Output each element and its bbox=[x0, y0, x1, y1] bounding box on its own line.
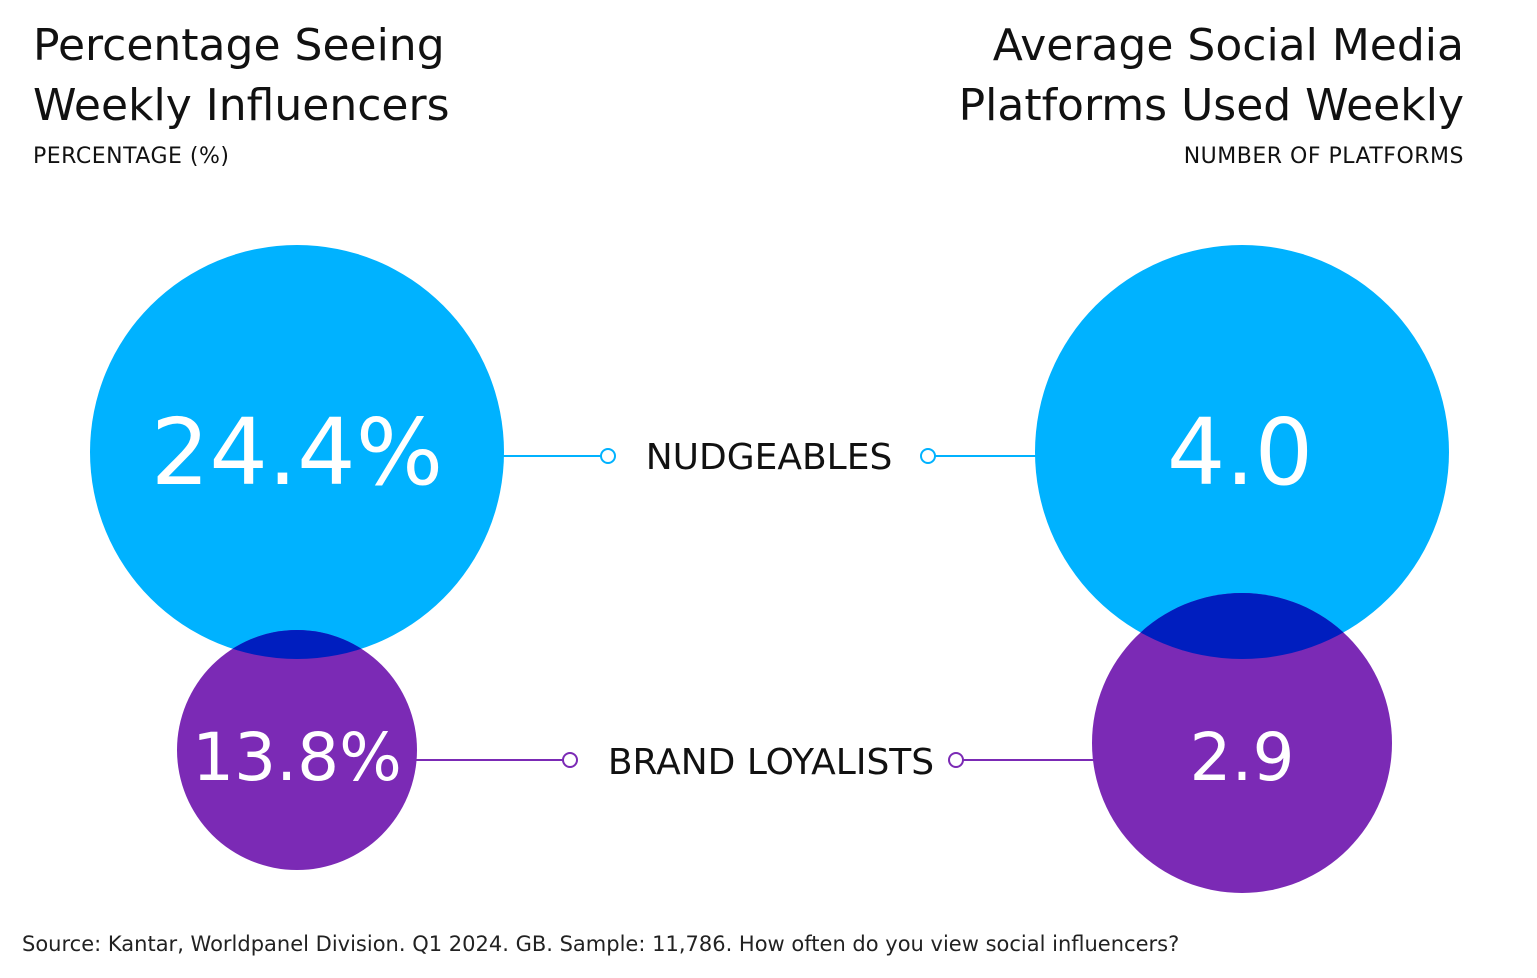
loyalists-platforms-bubble bbox=[1092, 593, 1392, 893]
nudgeables-percentage-bubble bbox=[90, 245, 504, 659]
nudgeables-connector-right-dot bbox=[920, 448, 936, 464]
loyalists-segment-label: BRAND LOYALISTS bbox=[608, 742, 934, 783]
right-title-line-1: Average Social Media bbox=[992, 20, 1464, 71]
nudgeables-connector-left-dot bbox=[600, 448, 616, 464]
right-chart-title: Average Social Media Platforms Used Week… bbox=[959, 16, 1464, 136]
right-chart-subtitle: NUMBER OF PLATFORMS bbox=[1183, 144, 1464, 169]
left-title-line-2: Weekly Influencers bbox=[33, 80, 450, 131]
left-title-line-1: Percentage Seeing bbox=[33, 20, 445, 71]
left-chart-subtitle: PERCENTAGE (%) bbox=[33, 144, 230, 169]
nudgeables-platforms-value: 4.0 bbox=[1167, 399, 1313, 506]
nudgeables-segment-label: NUDGEABLES bbox=[646, 437, 893, 478]
loyalists-connector-right-dot bbox=[948, 752, 964, 768]
loyalists-percentage-value: 13.8% bbox=[192, 719, 402, 796]
left-chart-title: Percentage Seeing Weekly Influencers bbox=[33, 16, 450, 136]
loyalists-platforms-value: 2.9 bbox=[1190, 719, 1295, 796]
source-note: Source: Kantar, Worldpanel Division. Q1 … bbox=[22, 932, 1180, 956]
right-title-line-2: Platforms Used Weekly bbox=[958, 80, 1464, 131]
loyalists-percentage-bubble bbox=[177, 630, 417, 870]
nudgeables-percentage-value: 24.4% bbox=[151, 399, 443, 506]
nudgeables-platforms-bubble bbox=[1035, 245, 1449, 659]
loyalists-connector-left-dot bbox=[562, 752, 578, 768]
